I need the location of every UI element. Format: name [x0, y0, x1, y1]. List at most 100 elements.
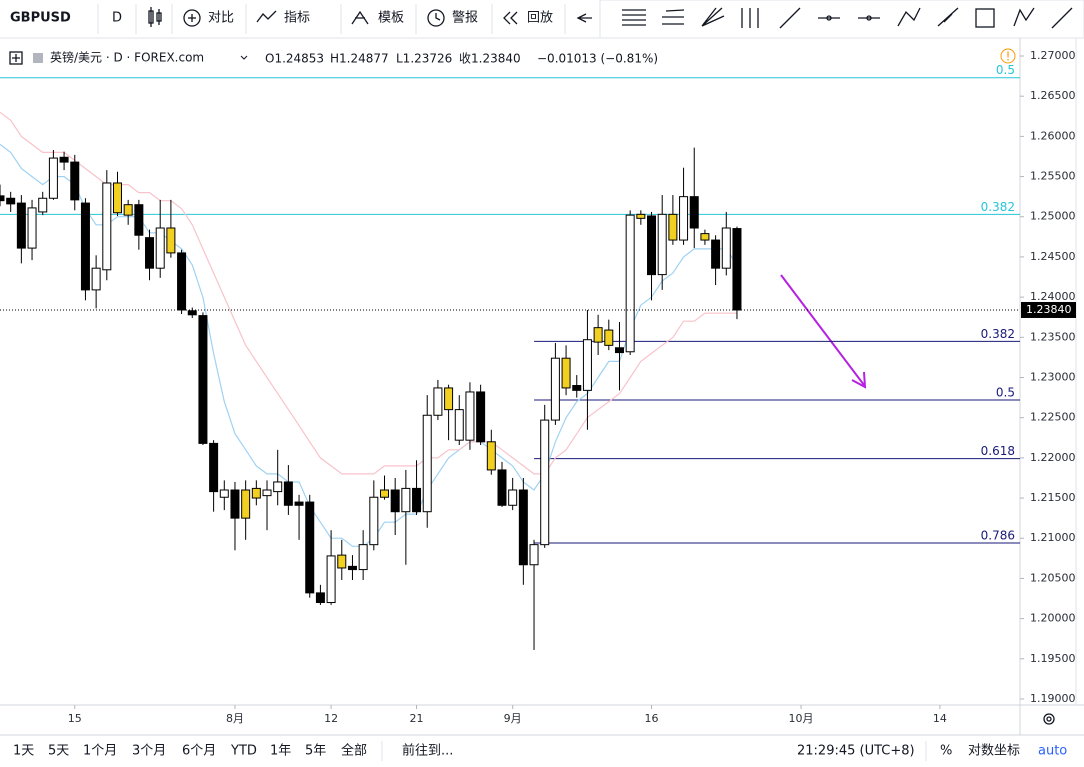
candle-body [230, 489, 240, 519]
candle [412, 460, 422, 515]
candle-body [401, 487, 411, 513]
candle [59, 151, 69, 171]
candle [721, 211, 731, 276]
range-button[interactable]: 全部 [341, 743, 367, 759]
alerts[interactable]: 警报 [452, 10, 478, 26]
candle-body [198, 315, 208, 444]
range-button[interactable]: 1个月 [83, 744, 117, 759]
candle [433, 379, 443, 421]
fib-label: 0.5 [996, 63, 1015, 77]
settings-icon[interactable] [1043, 713, 1055, 725]
percent-toggle[interactable]: % [940, 744, 952, 759]
candle-body [732, 228, 742, 311]
interval[interactable]: D [112, 11, 122, 26]
candle [593, 314, 603, 355]
candle [422, 395, 432, 528]
candle [48, 150, 58, 200]
fib-label: 0.5 [996, 385, 1015, 399]
candle [134, 199, 144, 250]
candle-body [700, 233, 710, 241]
y-tick-label: 1.19500 [1030, 652, 1076, 665]
candle-body [711, 239, 721, 269]
ohlc-open: O1.24853 [265, 52, 324, 66]
alerts-icon[interactable] [427, 9, 445, 27]
templates-icon[interactable] [351, 10, 369, 25]
candle-body [358, 544, 368, 571]
y-tick-label: 1.23000 [1030, 370, 1076, 383]
range-button[interactable]: 3个月 [132, 744, 166, 759]
indicators-icon[interactable] [256, 10, 277, 23]
moving-average [0, 143, 738, 547]
candle [550, 342, 560, 425]
compare[interactable]: 对比 [208, 11, 234, 26]
candle [209, 440, 219, 512]
range-button[interactable]: 5天 [48, 744, 69, 759]
dropdown[interactable] [240, 55, 248, 60]
candle-body [529, 544, 539, 566]
range-button[interactable]: 6个月 [182, 744, 216, 759]
drawing-tool-icons[interactable] [622, 7, 1073, 29]
fib-label: 0.382 [981, 327, 1015, 341]
symbol[interactable]: GBPUSD [10, 11, 71, 26]
candle [529, 539, 539, 650]
candle-body [369, 496, 379, 546]
candle-icon[interactable] [148, 7, 162, 27]
range-button[interactable]: YTD [230, 744, 257, 759]
candle [679, 167, 689, 245]
candle-body [70, 161, 80, 201]
candle-body [347, 565, 357, 571]
collapse-icon[interactable] [9, 51, 23, 65]
candle [508, 477, 518, 511]
candle [38, 191, 48, 216]
candle [16, 195, 26, 264]
candle [283, 465, 293, 515]
candle [27, 199, 37, 261]
candle [689, 147, 699, 249]
candle-body [625, 214, 635, 353]
candle-body [614, 347, 624, 354]
candle [80, 198, 90, 301]
candle [444, 384, 454, 441]
candle [219, 480, 229, 511]
range-button[interactable]: 1天 [13, 744, 34, 759]
candle-body [294, 501, 304, 506]
candle-body [305, 501, 315, 594]
auto-toggle[interactable]: auto [1038, 744, 1067, 759]
candle-body [508, 489, 518, 506]
undo-icon[interactable] [576, 13, 592, 23]
candle-body [48, 157, 58, 199]
replay-icon[interactable] [503, 11, 518, 25]
candle [476, 384, 486, 445]
candle [625, 210, 635, 355]
y-tick-label: 1.21500 [1030, 491, 1076, 504]
clock: 21:29:45 (UTC+8) [797, 744, 915, 759]
candle [390, 477, 400, 536]
last-price-box [1021, 301, 1076, 318]
y-tick-label: 1.25500 [1030, 170, 1076, 183]
candle [380, 475, 390, 500]
indicators[interactable]: 指标 [284, 11, 310, 26]
templates[interactable]: 模板 [378, 11, 404, 26]
warning-icon[interactable] [1000, 48, 1016, 64]
goto[interactable]: 前往到... [402, 743, 453, 759]
fib-label: 0.382 [981, 200, 1015, 214]
range-button[interactable]: 1年 [270, 744, 291, 759]
candle [70, 154, 80, 211]
candle [273, 449, 283, 506]
candle-body [145, 237, 155, 269]
replay[interactable]: 回放 [527, 11, 553, 26]
candle-body [38, 197, 48, 213]
candle [6, 191, 16, 212]
candle [668, 195, 678, 245]
x-tick-label: 21 [410, 712, 424, 725]
instrument[interactable]: 英镑/美元 · D · FOREX.com [50, 50, 204, 65]
log-toggle[interactable]: 对数坐标 [968, 744, 1020, 759]
y-tick-label: 1.24500 [1030, 250, 1076, 263]
candle [518, 477, 528, 585]
candle [177, 249, 187, 314]
candle [401, 469, 411, 565]
candle-body [59, 156, 69, 163]
compare-icon[interactable] [183, 9, 201, 27]
range-button[interactable]: 5年 [305, 744, 326, 759]
